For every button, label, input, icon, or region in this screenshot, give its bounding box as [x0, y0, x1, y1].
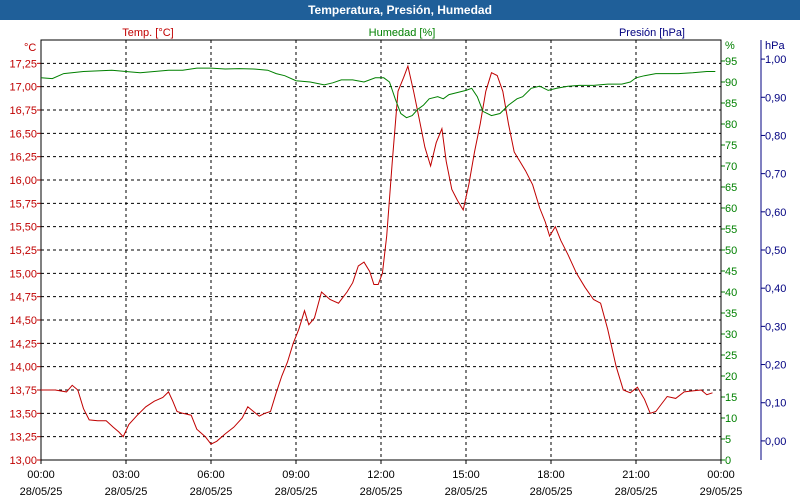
temp-tick-label: 16,25	[9, 152, 37, 164]
temp-tick-label: 15,25	[9, 245, 37, 257]
pres-tick-label: 0,70	[765, 169, 786, 181]
hum-axis-title: Humedad [%]	[369, 27, 436, 39]
pres-tick-label: 0,00	[765, 436, 786, 448]
x-tick-time: 12:00	[367, 469, 395, 481]
hum-tick-label: 75	[725, 140, 737, 152]
x-tick-time: 09:00	[282, 469, 310, 481]
temp-tick-label: 13,75	[9, 385, 37, 397]
hum-tick-label: 5	[725, 434, 731, 446]
temp-tick-label: 14,75	[9, 292, 37, 304]
temp-tick-label: 13,25	[9, 432, 37, 444]
x-tick-time: 00:00	[707, 469, 735, 481]
x-tick-date: 28/05/25	[275, 486, 318, 498]
hum-tick-label: 40	[725, 287, 737, 299]
plot-border	[40, 39, 722, 461]
x-tick-date: 28/05/25	[360, 486, 403, 498]
temp-unit-label: °C	[24, 42, 36, 54]
temp-tick-label: 13,00	[9, 455, 37, 467]
x-tick-date: 28/05/25	[190, 486, 233, 498]
pres-tick-label: 1,00	[765, 54, 786, 66]
hum-tick-label: 10	[725, 413, 737, 425]
temp-tick-label: 16,75	[9, 105, 37, 117]
x-tick-date: 29/05/25	[700, 486, 743, 498]
x-tick-date: 28/05/25	[445, 486, 488, 498]
hum-tick-label: 55	[725, 224, 737, 236]
axis-labels: 00:00 28/05/25 03:00 28/05/25 06:00 28/05/25 0…	[9, 27, 786, 498]
pres-tick-label: 0,10	[765, 398, 786, 410]
hum-unit-label: %	[725, 40, 735, 52]
temp-tick-label: 15,50	[9, 222, 37, 234]
temp-tick-label: 16,50	[9, 128, 37, 140]
chart-title: Temperatura, Presión, Humedad	[0, 0, 800, 20]
hum-tick-label: 85	[725, 98, 737, 110]
x-tick-time: 15:00	[452, 469, 480, 481]
x-tick-time: 21:00	[622, 469, 650, 481]
humidity-series-line	[40, 67, 716, 119]
hum-tick-label: 70	[725, 161, 737, 173]
pres-unit-label: hPa	[765, 40, 785, 52]
temp-tick-label: 17,00	[9, 82, 37, 94]
x-tick-date: 28/05/25	[105, 486, 148, 498]
temp-axis-title: Temp. [°C]	[122, 27, 173, 39]
x-tick-date: 28/05/25	[20, 486, 63, 498]
x-tick-time: 03:00	[112, 469, 140, 481]
hum-tick-label: 15	[725, 392, 737, 404]
temp-tick-label: 14,00	[9, 362, 37, 374]
hum-tick-label: 25	[725, 350, 737, 362]
x-tick-time: 18:00	[537, 469, 565, 481]
x-tick-date: 28/05/25	[615, 486, 658, 498]
hum-tick-label: 95	[725, 56, 737, 68]
hum-tick-label: 20	[725, 371, 737, 383]
hum-tick-label: 50	[725, 245, 737, 257]
temp-tick-label: 15,75	[9, 198, 37, 210]
temp-tick-label: 17,25	[9, 58, 37, 70]
hum-tick-label: 80	[725, 119, 737, 131]
hum-tick-label: 90	[725, 77, 737, 89]
pres-tick-label: 0,80	[765, 130, 786, 142]
x-tick-time: 00:00	[27, 469, 55, 481]
hum-tick-label: 45	[725, 266, 737, 278]
temp-tick-label: 16,00	[9, 175, 37, 187]
temp-tick-label: 15,00	[9, 268, 37, 280]
pres-tick-label: 0,30	[765, 321, 786, 333]
hum-tick-label: 65	[725, 182, 737, 194]
temp-tick-label: 14,25	[9, 338, 37, 350]
pres-tick-label: 0,40	[765, 283, 786, 295]
pres-axis-title: Presión [hPa]	[619, 27, 685, 39]
axes	[37, 39, 765, 464]
hum-tick-label: 0	[725, 455, 731, 467]
grid	[41, 40, 721, 460]
temp-tick-label: 14,50	[9, 315, 37, 327]
pres-tick-label: 0,60	[765, 207, 786, 219]
hum-tick-label: 60	[725, 203, 737, 215]
pres-tick-label: 0,90	[765, 92, 786, 104]
hum-tick-label: 30	[725, 329, 737, 341]
x-tick-time: 06:00	[197, 469, 225, 481]
temp-tick-label: 13,50	[9, 408, 37, 420]
pres-tick-label: 0,50	[765, 245, 786, 257]
pres-tick-label: 0,20	[765, 360, 786, 372]
series-lines	[40, 64, 716, 445]
temperature-series-line	[41, 64, 713, 445]
x-tick-date: 28/05/25	[530, 486, 573, 498]
hum-tick-label: 35	[725, 308, 737, 320]
